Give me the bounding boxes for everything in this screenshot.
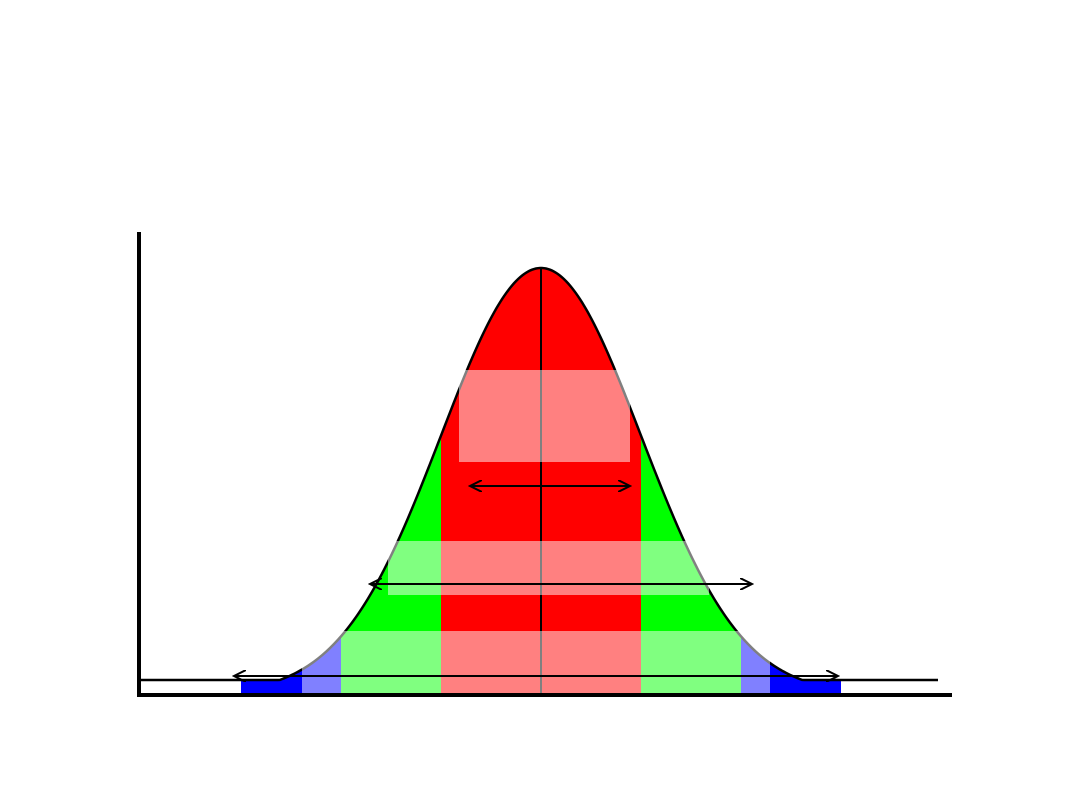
- label-box-one-sd: [459, 370, 630, 462]
- label-box-two-sd: [388, 541, 709, 595]
- label-box-three-sd: [302, 631, 770, 694]
- shaded-bands: [241, 268, 841, 694]
- range-arrows: [234, 486, 838, 676]
- label-boxes: [302, 370, 770, 694]
